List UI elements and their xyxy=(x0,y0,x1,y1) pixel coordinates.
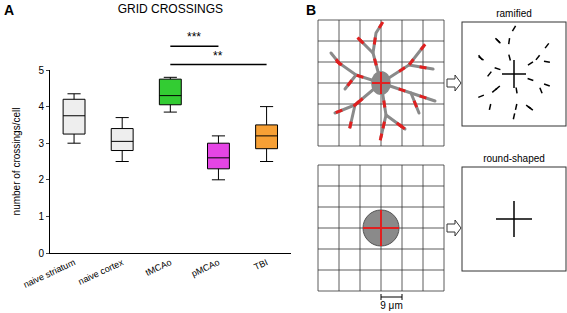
html-text:B: B xyxy=(306,2,317,18)
svg-text:4: 4 xyxy=(38,101,44,112)
svg-text:**: ** xyxy=(213,49,223,63)
svg-text:naive striatum: naive striatum xyxy=(22,257,77,290)
html-text:A: A xyxy=(4,2,15,18)
svg-text:5: 5 xyxy=(38,65,44,76)
svg-text:1: 1 xyxy=(38,211,44,222)
svg-text:pMCAo: pMCAo xyxy=(190,257,221,279)
svg-text:tMCAo: tMCAo xyxy=(144,257,173,278)
svg-text:naive cortex: naive cortex xyxy=(77,257,126,287)
svg-text:3: 3 xyxy=(38,138,44,149)
svg-text:2: 2 xyxy=(38,174,44,185)
svg-text:round-shaped: round-shaped xyxy=(483,153,545,164)
svg-text:number of crossings/cell: number of crossings/cell xyxy=(11,108,22,216)
svg-text:GRID CROSSINGS: GRID CROSSINGS xyxy=(118,2,223,16)
svg-text:TBI: TBI xyxy=(252,257,269,272)
svg-text:0: 0 xyxy=(38,248,44,259)
svg-text:9 μm: 9 μm xyxy=(380,300,402,311)
svg-text:ramified: ramified xyxy=(496,8,532,19)
svg-text:***: *** xyxy=(187,30,201,44)
